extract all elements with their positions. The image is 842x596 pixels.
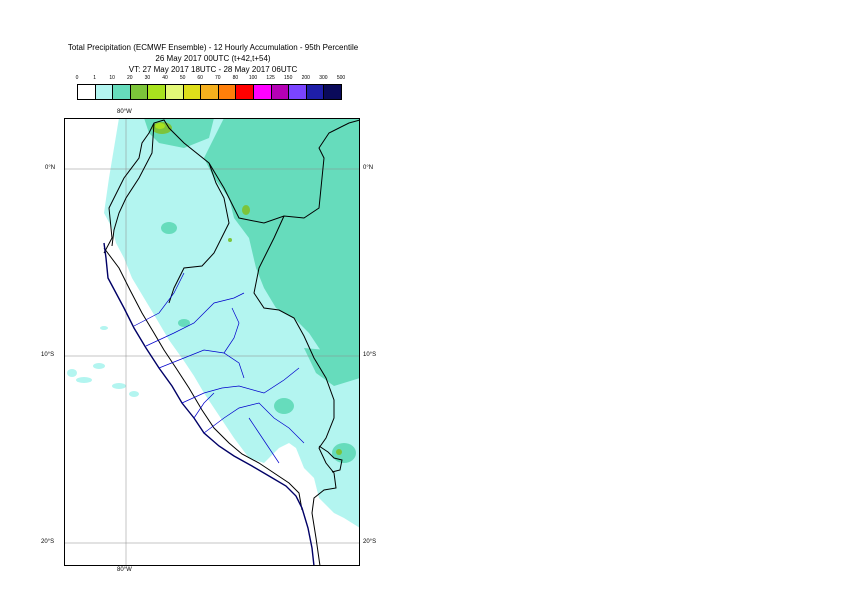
legend-swatch — [323, 84, 342, 100]
legend-swatch — [182, 84, 202, 100]
coastline — [103, 242, 315, 566]
legend-swatch — [147, 84, 166, 100]
lat-label-0-right: 0°N — [363, 165, 374, 171]
lon-label-bottom: 80°W — [117, 567, 132, 573]
lat-label-20-left: 20°S — [41, 539, 55, 545]
country-borders — [103, 119, 360, 566]
legend-tick-label: 1 — [93, 75, 96, 81]
region-borders — [133, 272, 305, 464]
legend-swatch — [200, 84, 219, 100]
legend-swatch — [77, 84, 96, 100]
lat-label-10-left: 10°S — [41, 352, 55, 358]
legend-tick-label: 200 — [301, 75, 310, 81]
legend-tick-label: 0 — [75, 75, 79, 81]
legend-swatch — [305, 84, 325, 100]
lat-label-10-right: 10°S — [363, 352, 377, 358]
legend-tick-label: 150 — [284, 75, 293, 81]
legend-swatch — [165, 84, 184, 100]
legend-swatch — [112, 84, 131, 100]
legend-tick-label: 500 — [336, 75, 346, 81]
lat-label-20-right: 20°S — [363, 539, 377, 545]
title-line-3: VT: 27 May 2017 18UTC - 28 May 2017 06UT… — [128, 65, 298, 74]
title-line-2: 26 May 2017 00UTC (t+42,t+54) — [155, 54, 271, 63]
legend-tick-label: 20 — [127, 75, 133, 81]
legend-tick-label: 125 — [266, 75, 275, 81]
legend-tick-label: 50 — [179, 75, 186, 81]
legend-tick-label: 60 — [197, 75, 203, 81]
legend-tick-label: 10 — [109, 75, 115, 81]
legend-swatch — [253, 84, 272, 100]
legend-swatch — [270, 84, 290, 100]
lat-label-0-left: 0°N — [45, 165, 56, 171]
legend-swatch — [94, 84, 114, 100]
legend-tick-label: 100 — [248, 75, 258, 81]
title-line-1: Total Precipitation (ECMWF Ensemble) - 1… — [67, 43, 359, 52]
legend-swatch — [235, 84, 254, 100]
legend-tick-label: 300 — [319, 75, 328, 81]
legend-swatch — [129, 84, 149, 100]
legend-tick-label: 80 — [232, 75, 239, 81]
legend-tick-label: 30 — [144, 75, 151, 81]
legend-tick-label: 40 — [162, 75, 168, 81]
legend-swatch — [288, 84, 307, 100]
precipitation-map — [64, 118, 360, 566]
legend-swatch — [217, 84, 237, 100]
lon-label-top: 80°W — [117, 109, 132, 115]
legend-tick-label: 70 — [215, 75, 221, 81]
